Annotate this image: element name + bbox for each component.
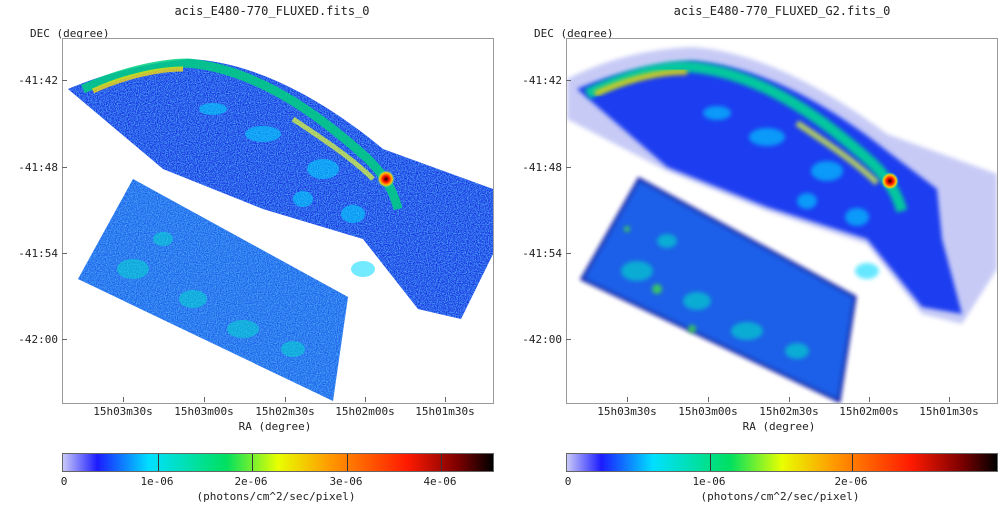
left-cbar-tick — [252, 454, 253, 471]
right-xtick-1: 15h03m30s — [597, 405, 657, 418]
left-cbar-label-4: 3e-06 — [329, 475, 363, 488]
left-ytick-mark — [62, 253, 67, 254]
left-colorbar — [62, 453, 494, 472]
right-ytick-mark — [566, 80, 571, 81]
right-xtick-5: 15h01m30s — [919, 405, 979, 418]
right-ytick-mark — [566, 253, 571, 254]
right-ytick-3: -41:54 — [522, 247, 562, 260]
left-ytick-mark — [62, 167, 67, 168]
left-xtick-1: 15h03m30s — [93, 405, 153, 418]
left-cbar-tick — [441, 454, 442, 471]
right-xtick-4: 15h02m00s — [839, 405, 899, 418]
left-image-frame[interactable] — [62, 38, 494, 404]
right-cbar-label-2: 1e-06 — [692, 475, 726, 488]
right-y-axis-label: DEC (degree) — [534, 27, 614, 40]
left-xtick-mark — [123, 397, 124, 402]
right-panel-title: acis_E480-770_FLUXED_G2.fits_0 — [673, 4, 891, 18]
left-xtick-4: 15h02m00s — [335, 405, 395, 418]
left-x-axis-label: RA (degree) — [238, 420, 312, 433]
right-image-frame[interactable] — [566, 38, 998, 404]
left-xtick-mark — [285, 397, 286, 402]
left-sky-image — [68, 58, 493, 401]
right-xtick-mark — [949, 397, 950, 402]
left-panel-title: acis_E480-770_FLUXED.fits_0 — [174, 4, 370, 18]
left-xtick-mark — [204, 397, 205, 402]
left-ytick-1: -41:42 — [18, 74, 58, 87]
left-xtick-3: 15h02m30s — [255, 405, 315, 418]
right-cbar-label-3: 2e-06 — [834, 475, 868, 488]
right-ytick-mark — [566, 167, 571, 168]
left-ytick-4: -42:00 — [18, 333, 58, 346]
left-cbar-label-2: 1e-06 — [140, 475, 174, 488]
left-cbar-unit: (photons/cm^2/sec/pixel) — [196, 490, 356, 503]
left-cbar-tick — [158, 454, 159, 471]
right-cbar-tick — [852, 454, 853, 471]
left-cbar-label-5: 4e-06 — [423, 475, 457, 488]
right-ytick-1: -41:42 — [522, 74, 562, 87]
right-x-axis-label: RA (degree) — [742, 420, 816, 433]
right-ytick-2: -41:48 — [522, 161, 562, 174]
right-ytick-mark — [566, 339, 571, 340]
left-cbar-label-1: 0 — [60, 475, 68, 488]
right-xtick-mark — [789, 397, 790, 402]
right-cbar-label-1: 0 — [564, 475, 572, 488]
right-cbar-tick — [710, 454, 711, 471]
right-sky-image — [567, 47, 997, 403]
right-xtick-mark — [627, 397, 628, 402]
left-ytick-2: -41:48 — [18, 161, 58, 174]
left-xtick-2: 15h03m00s — [174, 405, 234, 418]
right-colorbar — [566, 453, 998, 472]
left-xtick-5: 15h01m30s — [415, 405, 475, 418]
left-y-axis-label: DEC (degree) — [30, 27, 110, 40]
left-ytick-mark — [62, 80, 67, 81]
left-cbar-tick — [347, 454, 348, 471]
right-xtick-3: 15h02m30s — [759, 405, 819, 418]
left-xtick-mark — [445, 397, 446, 402]
right-ytick-4: -42:00 — [522, 333, 562, 346]
left-ytick-3: -41:54 — [18, 247, 58, 260]
left-xtick-mark — [365, 397, 366, 402]
right-xtick-2: 15h03m00s — [678, 405, 738, 418]
right-xtick-mark — [869, 397, 870, 402]
left-cbar-label-3: 2e-06 — [234, 475, 268, 488]
left-ytick-mark — [62, 339, 67, 340]
right-xtick-mark — [708, 397, 709, 402]
right-cbar-unit: (photons/cm^2/sec/pixel) — [700, 490, 860, 503]
